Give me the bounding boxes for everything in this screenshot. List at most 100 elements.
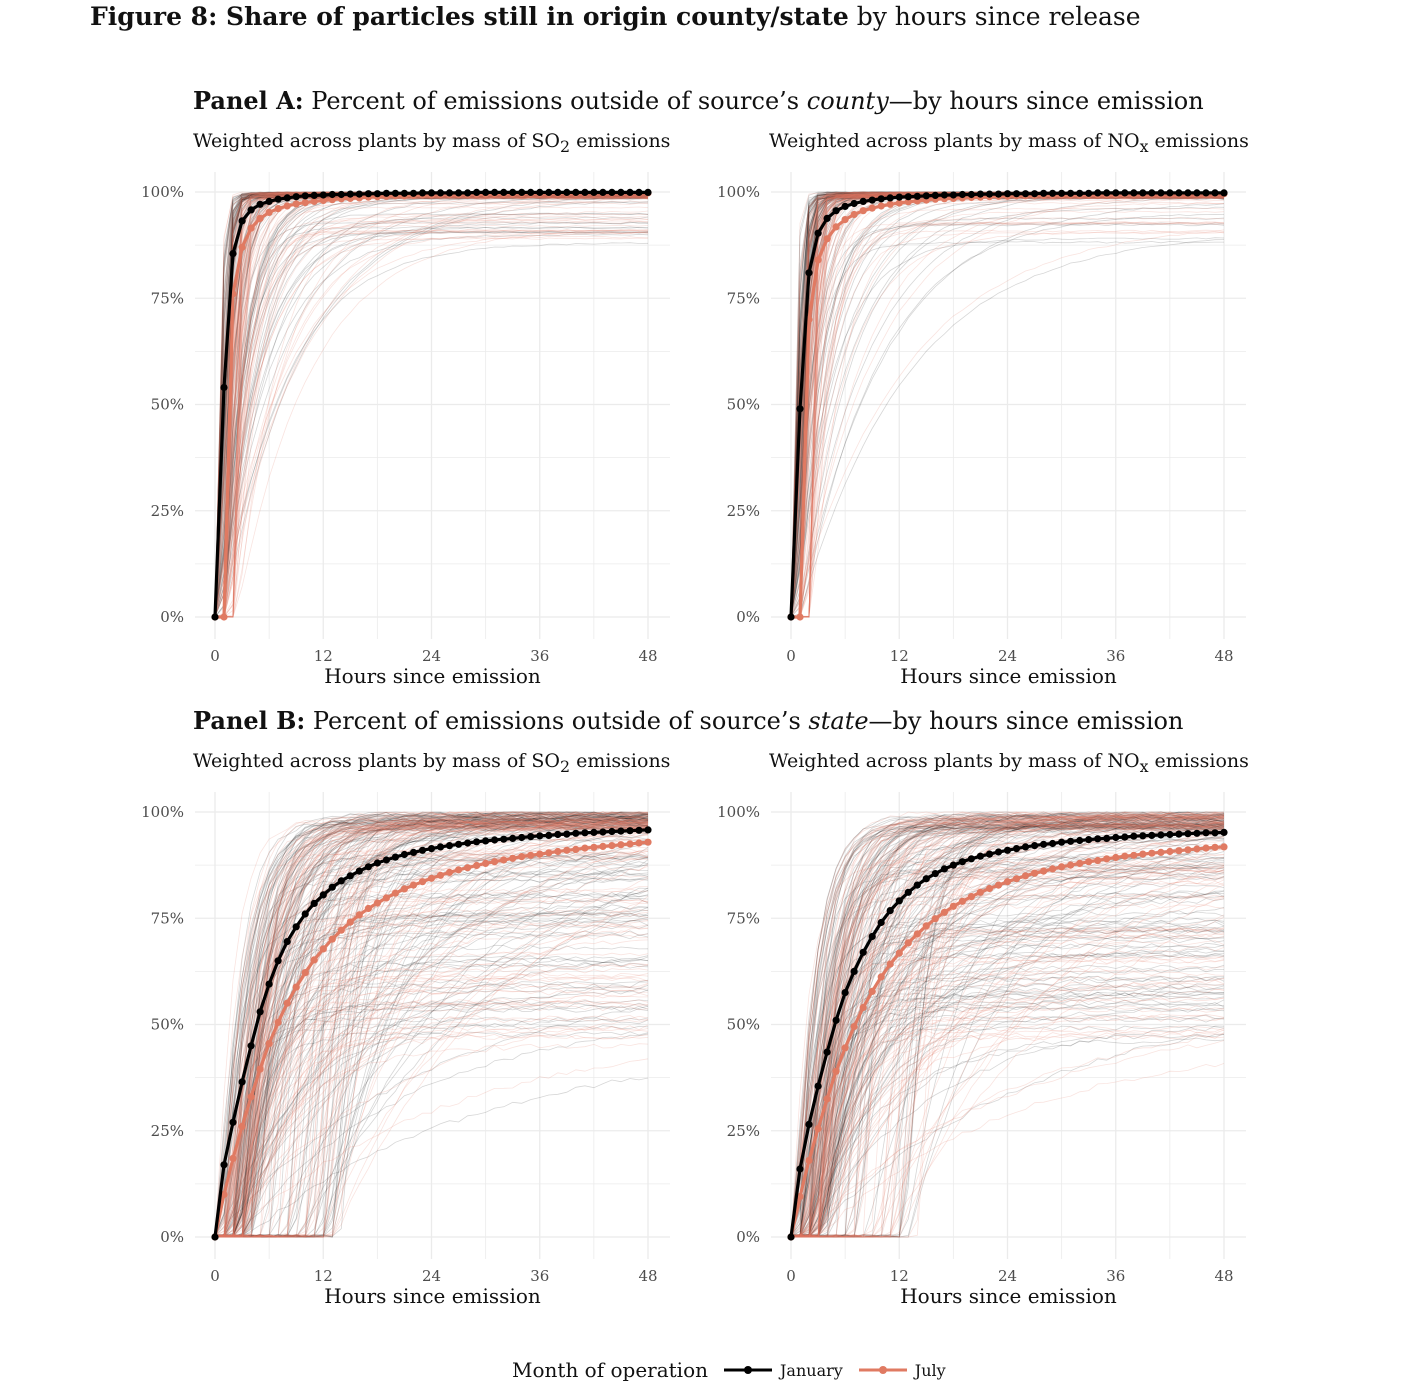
plant-line-july: [790, 868, 1225, 1237]
data-point-january: [418, 189, 427, 197]
plant-line-july: [790, 836, 1225, 1238]
plant-line-july: [790, 916, 1225, 1238]
plant-line-january: [790, 813, 1225, 1238]
data-point-january: [1148, 831, 1156, 839]
plant-line-january: [215, 1031, 649, 1238]
plant-line-january: [790, 894, 1225, 1236]
plant-line-july: [790, 823, 1225, 1238]
data-point-july: [1220, 843, 1228, 851]
data-point-january: [391, 189, 399, 197]
data-point-january: [292, 923, 300, 931]
plant-line-july: [790, 959, 1225, 1238]
plant-line-july: [790, 813, 1225, 1238]
data-point-january: [418, 846, 427, 854]
plant-line-july: [214, 224, 649, 618]
plant-line-january: [215, 887, 649, 1238]
data-point-july: [644, 838, 652, 846]
data-point-january: [572, 188, 580, 196]
plant-line-july: [791, 826, 1225, 1238]
data-point-january: [1067, 837, 1075, 845]
data-point-july: [1112, 853, 1120, 862]
plant-line-january: [790, 952, 1225, 1238]
data-point-january: [1157, 189, 1165, 197]
plant-line-january: [214, 818, 649, 1238]
plant-line-july: [214, 1058, 649, 1238]
plant-line-july: [790, 815, 1225, 1238]
plant-line-july: [790, 1032, 1225, 1238]
data-point-january: [796, 405, 804, 413]
data-point-january: [814, 1082, 822, 1090]
data-point-january: [482, 837, 490, 845]
panel-b-title: Panel B: Percent of emissions outside of…: [193, 706, 1183, 735]
plant-line-july: [214, 231, 649, 617]
data-point-january: [491, 188, 499, 196]
data-point-july: [976, 888, 984, 896]
data-point-january: [617, 188, 625, 196]
chart-panel-b-nox: 0% 25% 50% 75% 100% 0 12 24 36 48 Hours since emis…: [717, 792, 1246, 1308]
plant-line-january: [214, 233, 649, 618]
plant-line-july: [790, 812, 1225, 1238]
data-point-january: [1021, 190, 1030, 198]
plant-line-july: [215, 811, 649, 1238]
plant-line-july: [790, 1025, 1225, 1238]
data-point-july: [1139, 850, 1147, 858]
plant-line-january: [214, 820, 649, 1238]
plant-line-january: [214, 828, 649, 1238]
data-point-july: [545, 849, 553, 857]
data-point-january: [859, 197, 867, 205]
plant-line-january: [215, 909, 649, 1238]
data-point-january: [1112, 833, 1120, 842]
plant-line-july: [214, 817, 649, 1238]
plant-line-january: [214, 920, 649, 1238]
plant-line-july: [214, 811, 649, 1238]
panel-a-italic: county: [806, 87, 889, 115]
plant-line-january: [791, 823, 1225, 1238]
data-point-january: [364, 863, 372, 871]
plant-line-july: [215, 998, 649, 1238]
y-tick-label: 100%: [717, 183, 760, 201]
data-point-july: [958, 897, 966, 905]
plant-line-july: [214, 814, 649, 1238]
plant-line-july: [790, 816, 1225, 1238]
plant-line-january: [215, 816, 649, 1238]
data-point-july: [1021, 872, 1030, 880]
data-point-january: [274, 195, 282, 203]
plant-line-january: [790, 214, 1225, 618]
x-tick-label: 36: [530, 1267, 549, 1285]
data-point-january: [1166, 830, 1174, 839]
plant-line-july: [214, 221, 649, 618]
plant-line-july: [790, 821, 1225, 1238]
data-point-january: [1085, 189, 1093, 197]
panel-b-text: Percent of emissions outside of source’s: [305, 707, 809, 735]
plant-line-july: [214, 820, 649, 1238]
data-point-january: [545, 831, 553, 839]
plant-line-july: [790, 819, 1225, 1238]
plant-line-july: [790, 823, 1225, 1238]
series-january: [211, 826, 652, 1241]
plant-line-january: [790, 237, 1225, 618]
plant-line-july: [790, 975, 1225, 1238]
plant-line-january: [790, 197, 1225, 618]
legend-key-july-dot: [878, 1366, 887, 1374]
data-point-july: [581, 844, 589, 852]
data-point-july: [931, 915, 939, 923]
plant-line-january: [790, 867, 1225, 1238]
plant-line-january: [214, 201, 648, 617]
plant-line-july: [790, 812, 1225, 1238]
plant-line-january: [791, 826, 1225, 1238]
plant-line-january: [214, 840, 649, 1238]
data-point-july: [617, 841, 625, 849]
data-point-january: [545, 188, 553, 196]
data-point-july: [265, 208, 273, 216]
plant-line-july: [214, 818, 649, 1238]
data-point-january: [554, 188, 562, 196]
plant-line-january: [214, 820, 649, 1237]
data-point-january: [832, 1016, 840, 1024]
plant-line-july: [791, 815, 1225, 1238]
plant-line-january: [215, 944, 649, 1238]
plant-line-july: [790, 866, 1225, 1238]
x-tick-label: 48: [1214, 1267, 1233, 1285]
plant-line-january: [790, 821, 1225, 1238]
data-point-january: [832, 207, 840, 215]
plant-line-january: [214, 986, 649, 1238]
